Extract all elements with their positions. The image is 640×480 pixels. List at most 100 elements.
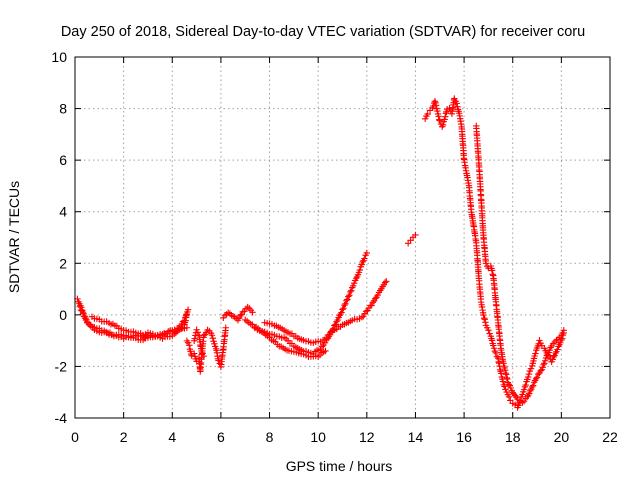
data-point [186,342,193,349]
data-point [453,100,460,107]
y-tick-label: 2 [59,255,67,271]
x-tick-label: 6 [217,429,225,445]
data-point [190,350,198,357]
data-point [540,361,547,368]
data-point [356,266,364,274]
data-point [183,324,191,331]
data-point [381,279,389,286]
data-point [79,310,87,317]
data-point [535,370,542,378]
data-point [435,113,442,120]
data-point [510,390,518,398]
y-tick-label: 0 [59,307,67,323]
data-point [231,313,238,321]
data-point [442,110,450,117]
data-point [500,381,508,389]
data-point [501,383,508,390]
data-markers [74,95,567,411]
data-point [363,249,371,257]
data-point [499,378,507,385]
x-tick-label: 14 [408,429,424,445]
y-tick-label: -2 [55,358,68,374]
data-point [183,311,191,319]
data-point [78,307,86,315]
series-arc4 [183,324,229,375]
x-tick-label: 4 [168,429,176,445]
data-point [441,116,448,123]
y-tick-label: 10 [51,49,67,65]
data-point [348,287,355,294]
data-point [554,346,561,353]
data-point [424,110,431,118]
data-point [442,113,449,120]
data-point [560,327,567,334]
data-point [346,292,353,299]
data-point [550,353,557,361]
plot-frame [74,56,611,419]
x-tick-label: 12 [359,429,375,445]
data-point [524,373,532,381]
data-point [443,108,450,116]
data-point [372,295,379,302]
data-point [80,313,88,320]
data-point [519,391,526,398]
x-tick-label: 8 [266,429,274,445]
data-point [244,303,251,311]
data-point [194,329,202,336]
chart-title: Day 250 of 2018, Sidereal Day-to-day VTE… [61,24,585,40]
data-point [77,306,85,314]
x-tick-label: 0 [71,429,79,445]
data-point [492,349,499,356]
data-point [431,98,439,105]
data-point [451,95,458,102]
y-axis-label: SDTVAR / TECUs [6,181,22,293]
data-point [341,301,348,309]
data-point [481,316,488,323]
data-point [480,311,487,319]
data-point [529,382,537,389]
data-point [488,267,496,274]
data-point [541,357,549,364]
data-point [369,299,377,306]
series-arc2 [76,303,191,344]
data-point [182,317,189,324]
data-point [184,306,192,313]
x-axis-label: GPS time / hours [286,458,393,474]
x-tick-label: 2 [120,429,128,445]
data-point [339,306,346,313]
data-point [383,278,390,285]
data-point [350,280,358,287]
data-point [536,337,543,344]
data-point [493,353,501,360]
data-point [237,312,244,320]
data-point [362,308,370,315]
data-point [322,347,329,355]
data-point [209,334,217,342]
data-point [338,309,345,316]
data-point [490,345,498,352]
data-point [533,374,541,381]
data-point [439,121,447,129]
data-point [238,311,245,318]
x-tick-label: 18 [505,429,521,445]
data-point [505,381,513,388]
data-point [485,326,492,334]
series-arc12 [473,122,567,406]
data-point [525,370,533,378]
y-tick-label: 8 [59,101,67,117]
data-point [222,324,229,331]
data-point [191,335,198,342]
data-point [208,332,216,339]
data-point [200,352,208,360]
series-arc8 [242,316,329,360]
data-point [342,300,349,307]
series-arc10 [404,231,419,247]
x-tick-label: 16 [456,429,472,445]
data-point [358,313,366,321]
data-point [532,350,539,357]
y-tick-label: 6 [59,152,67,168]
data-point [368,302,375,309]
axis-ticks: 0 2 4 6 8 10 12 14 16 18 20 22 -4 -2 0 2 4 6 8 10 [51,49,618,445]
data-point [488,337,496,344]
